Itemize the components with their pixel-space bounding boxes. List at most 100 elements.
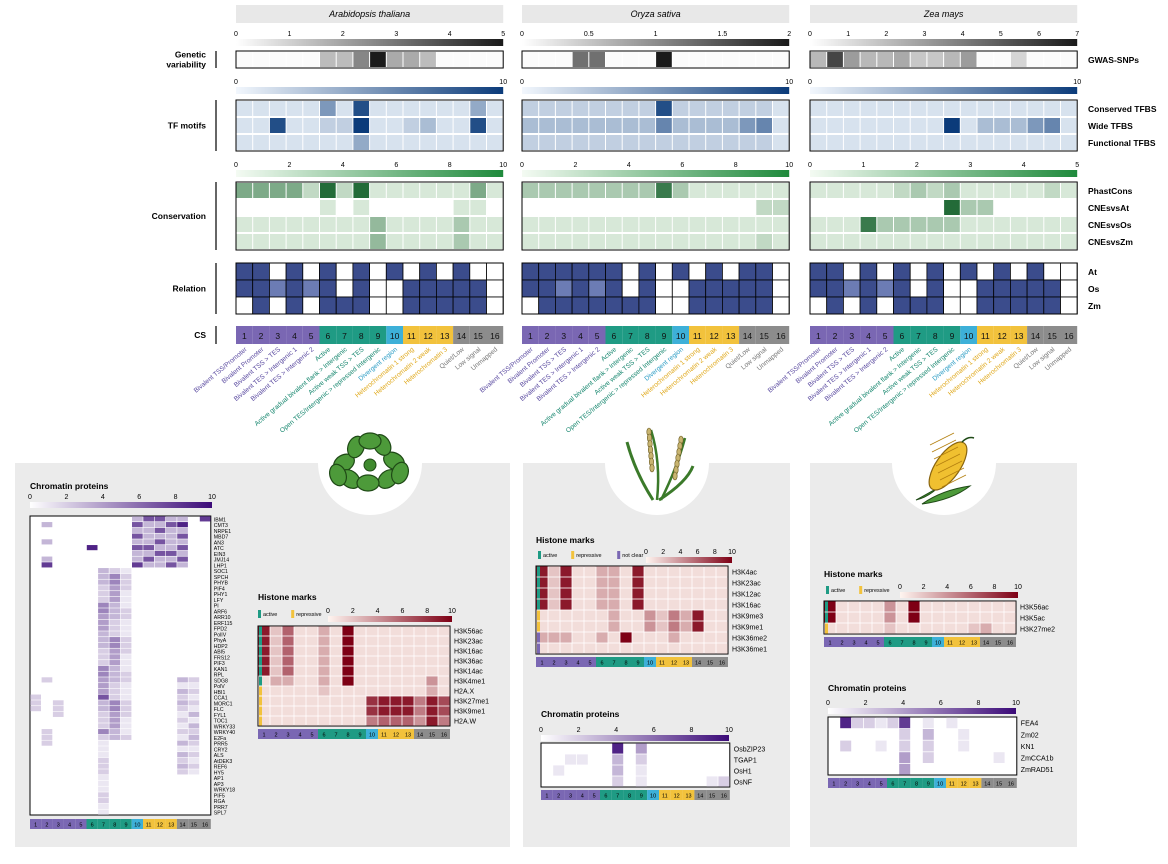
panel-heatmap-cell (680, 621, 692, 632)
panel-heatmap-cell (668, 599, 680, 610)
relation-cell (486, 296, 504, 315)
cons-cell (639, 200, 656, 215)
cons-cell (420, 234, 436, 249)
corn-cob (928, 441, 968, 491)
panel-heatmap-cell (584, 643, 596, 654)
cons-cell (977, 200, 994, 215)
cs-number: 4 (292, 331, 297, 341)
panel-heatmap-cell (908, 612, 920, 623)
panel-heatmap-cell (109, 619, 121, 625)
relation-cell (319, 279, 337, 298)
relation-cell (671, 279, 690, 298)
panel-cs-cell (414, 729, 426, 739)
panel-title: Chromatin proteins (828, 683, 907, 693)
panel-heatmap-cell (143, 556, 154, 562)
panel-heatmap-cell (98, 602, 109, 608)
panel-cs-cell (980, 637, 992, 647)
cons-cell (589, 217, 605, 232)
relation-cell (402, 262, 421, 281)
panel-heatmap-cell (143, 527, 154, 533)
panel-heatmap-cell (875, 740, 887, 752)
panel-heatmap-cell (1004, 623, 1016, 634)
panel-cs-cell (560, 657, 572, 667)
panel-cs-cell (536, 657, 548, 667)
tf-cell (522, 101, 539, 116)
colorbar-tick-label: 2 (573, 162, 577, 169)
panel-row-label: KN1 (1021, 744, 1035, 751)
panel-row-label: HBI1 (214, 690, 226, 696)
tf-cell (303, 135, 319, 150)
panel-heatmap-cell (354, 676, 366, 686)
panel-cs-cell (52, 819, 64, 829)
colorbar-tick-label: 1.5 (718, 31, 728, 38)
panel-heatmap-cell (920, 601, 932, 612)
colorbar-tick-label: 0 (234, 31, 238, 38)
panel-cs-number: 9 (927, 782, 930, 788)
cs-cell (843, 326, 861, 344)
panel-row-label: CMT3 (214, 523, 228, 529)
cons-cell (269, 200, 286, 215)
panel-heatmap-cell (120, 585, 132, 591)
panel-heatmap-cell (548, 643, 560, 654)
tf-cell (555, 118, 572, 133)
panel-cs-cell (668, 657, 680, 667)
cons-cell (487, 183, 503, 198)
cons-cell (622, 183, 639, 198)
cs-number: 16 (490, 331, 500, 341)
tf-cell (1027, 135, 1044, 150)
cons-cell (370, 183, 386, 198)
cons-cell (877, 234, 893, 249)
tf-cell (843, 118, 860, 133)
panel-heatmap-cell (366, 656, 378, 666)
colorbar-tick-label: 10 (448, 608, 456, 615)
panel-heatmap-cell (414, 656, 426, 666)
tf-cell (1061, 135, 1077, 150)
cons-heatmap (809, 181, 1078, 251)
panel-heatmap-cell (612, 765, 624, 776)
gwas-cell (286, 52, 303, 67)
panel-cs-number: 8 (628, 794, 631, 800)
relation-cell (402, 296, 421, 315)
panel-heatmap-cell (354, 666, 366, 676)
panel-cs-cell (188, 819, 200, 829)
cs-number: 9 (376, 331, 381, 341)
gwas-cell (722, 52, 739, 67)
panel-heatmap-cell (704, 588, 716, 599)
tf-cell (436, 101, 453, 116)
panel-heatmap-cell (414, 696, 426, 706)
panel-heatmap-cell (536, 643, 548, 654)
panel-heatmap-cell (120, 642, 132, 648)
panel-heatmap-cell (884, 612, 896, 623)
relation-cell (926, 296, 945, 315)
panel-heatmap-cell (584, 588, 596, 599)
panel-cs-number: 10 (935, 641, 941, 647)
gwas-cell (370, 52, 386, 67)
panel-heatmap-cell (608, 643, 620, 654)
panel-heatmap-cell (620, 588, 632, 599)
panel-heatmap-cell (109, 654, 121, 660)
panel-heatmap-cell (98, 579, 109, 585)
at-chromatin-panel: Chromatin proteinsIBM1CMT3NRPE1MBD7AN3AT… (29, 481, 235, 829)
panel-heatmap-cell (390, 646, 402, 656)
panel-heatmap-cell (560, 643, 572, 654)
legend-swatch (571, 551, 575, 559)
panel-heatmap-cell (177, 757, 188, 763)
relation-cell (993, 296, 1011, 315)
panel-cs-number: 10 (647, 661, 653, 667)
cs-cell (588, 326, 606, 344)
panel-heatmap-cell (402, 636, 414, 646)
panel-cs-number: 12 (393, 733, 399, 739)
panel-heatmap-cell (258, 686, 270, 696)
colorbar-tick-label: 5 (999, 31, 1003, 38)
panel-heatmap-cell (932, 601, 944, 612)
panel-heatmap-cell (318, 696, 330, 706)
row-label-cons: CNEsvsZm (1088, 237, 1133, 247)
panel-heatmap-cell (980, 623, 992, 634)
panel-heatmap-cell (354, 636, 366, 646)
gwas-cell (539, 52, 555, 67)
relation-cell (943, 296, 961, 315)
panel-heatmap-cell (956, 601, 968, 612)
panel-heatmap-cell (668, 610, 680, 621)
panel-heatmap-cell (836, 623, 848, 634)
